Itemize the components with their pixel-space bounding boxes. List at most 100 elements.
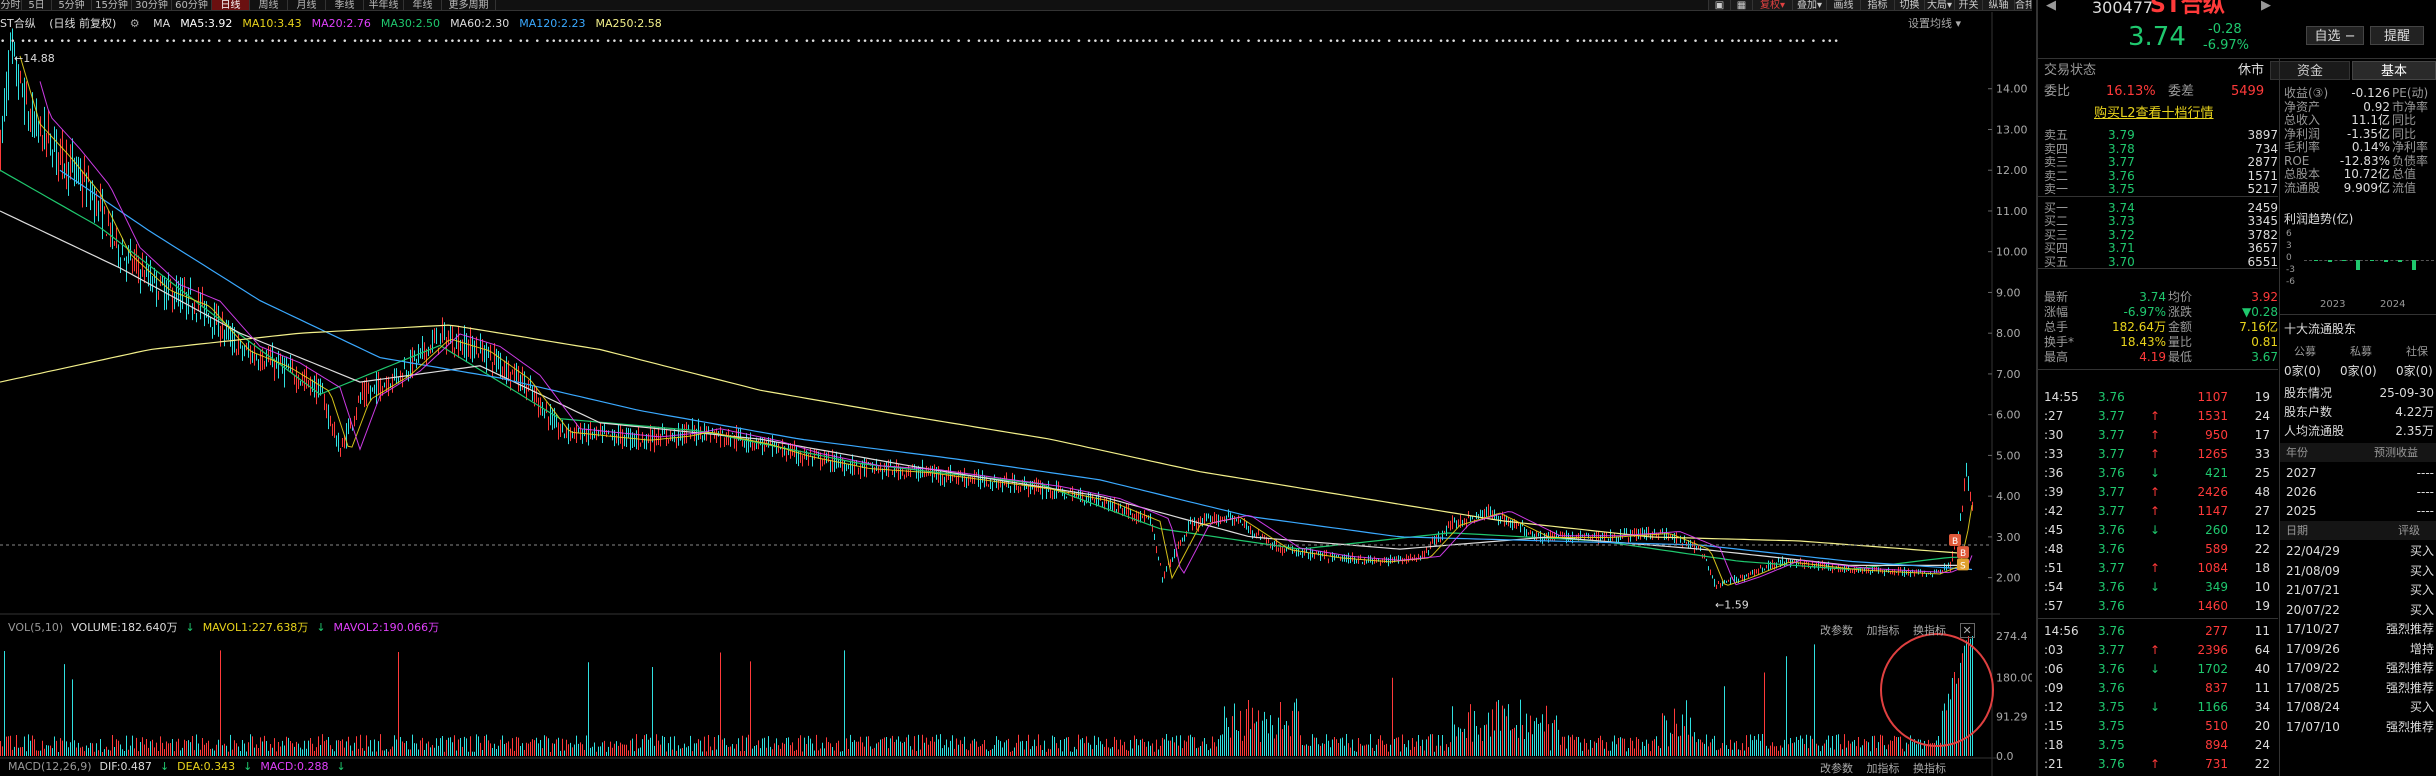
stat-label: 总手 <box>2044 320 2069 334</box>
layout-icon[interactable]: ▣ <box>1708 0 1730 10</box>
vol-add-indicator-button[interactable]: 加指标 <box>1866 624 1900 637</box>
tick-count: 22 <box>2254 757 2270 771</box>
legend-item: ↓ <box>159 760 170 773</box>
volume-legend: VOL(5,10) VOLUME:182.640万 ↓ MAVOL1:227.638万… <box>8 621 447 635</box>
next-stock-arrow-icon[interactable]: ▶ <box>2261 0 2271 13</box>
tab-period-9[interactable]: 季线 <box>326 0 364 10</box>
fund-sub: 市净率 <box>2392 99 2429 114</box>
tick-price: 3.77 <box>2098 447 2125 461</box>
ask-volume: 3897 <box>2247 128 2278 142</box>
tab-period-7[interactable]: 周线 <box>250 0 288 10</box>
tick-price: 3.76 <box>2098 757 2125 771</box>
toolbar-button-8[interactable]: 合排 <box>2014 0 2032 10</box>
buy-l2-link[interactable]: 购买L2查看十档行情 <box>2094 106 2214 121</box>
legend-item: MAVOL2:190.066万 <box>333 621 440 634</box>
prev-stock-arrow-icon[interactable]: ◀ <box>2046 0 2056 13</box>
toolbar-button-3[interactable]: 指标 <box>1860 0 1894 10</box>
toolbar-button-6[interactable]: 开关 <box>1954 0 1982 10</box>
buy-marker <box>1957 546 1969 559</box>
forecast-year: 2026 <box>2286 485 2317 499</box>
toolbar-button-0[interactable]: 复权▾ <box>1752 0 1792 10</box>
rating-date: 20/07/22 <box>2286 602 2340 617</box>
fund-label: ROE <box>2284 153 2310 168</box>
bid-volume: 3782 <box>2247 227 2278 242</box>
tab-period-3[interactable]: 15分钟 <box>92 0 132 10</box>
grid-icon[interactable]: ▦ <box>1730 0 1752 10</box>
tick-time: :06 <box>2044 662 2064 676</box>
event-marker-row: • • ••• •• •• •• • •••• • ••• •• ••••• •… <box>0 37 1840 47</box>
macd-switch-indicator-button[interactable]: 换指标 <box>1913 762 1946 775</box>
tab-period-8[interactable]: 月线 <box>288 0 326 10</box>
tick-count: 20 <box>2254 719 2270 733</box>
legend-item: ↓ <box>336 760 346 773</box>
toolbar-button-4[interactable]: 切换 <box>1894 0 1924 10</box>
tick-arrow-icon: ↑ <box>2150 504 2161 518</box>
tab-period-5[interactable]: 60分钟 <box>172 0 212 10</box>
toolbar-button-1[interactable]: 叠加▾ <box>1792 0 1826 10</box>
stat-value: 182.64万 <box>2112 320 2166 334</box>
holders-row-value: 25-09-30 <box>2379 386 2434 400</box>
rating-date: 17/09/26 <box>2286 641 2340 656</box>
macd-modify-params-button[interactable]: 改参数 <box>1820 762 1853 775</box>
volume-tick-label: 91.29 <box>1996 710 2028 723</box>
ask-volume: 2877 <box>2247 155 2278 169</box>
vol-modify-params-button[interactable]: 改参数 <box>1820 624 1853 637</box>
close-icon[interactable]: ✕ <box>1959 623 1975 638</box>
tab-period-2[interactable]: 5分钟 <box>52 0 92 10</box>
toolbar-button-5[interactable]: 大局▾ <box>1924 0 1954 10</box>
tab-period-10[interactable]: 半年线 <box>364 0 404 10</box>
tab-period-1[interactable]: 5日 <box>22 0 52 10</box>
ask-price: 3.79 <box>2108 128 2135 142</box>
tab-fund[interactable]: 资金 <box>2270 61 2350 80</box>
tick-volume: 950 <box>2205 428 2228 442</box>
settings-gear-icon[interactable]: ⚙ <box>129 17 140 30</box>
kline-chart[interactable]: 14.00 13.00 12.00 11.00 10.00 9.00 8.00 7.00 6.0… <box>0 0 2032 776</box>
stat-label: 量比 <box>2168 335 2193 349</box>
bid-volume: 3345 <box>2247 214 2278 228</box>
tick-time: :36 <box>2044 466 2064 480</box>
fund-label: 收益(③) <box>2284 86 2329 100</box>
bid-label: 买一 <box>2044 200 2069 215</box>
vol-switch-indicator-button[interactable]: 换指标 <box>1913 624 1946 637</box>
tick-volume: 277 <box>2205 624 2228 638</box>
ma-line-ma30 <box>0 169 1968 570</box>
tick-arrow-icon: ↑ <box>2150 485 2161 499</box>
stat-label: 涨跌 <box>2168 305 2193 319</box>
tick-volume: 731 <box>2205 757 2228 771</box>
stat-value: 4.19 <box>2139 350 2166 364</box>
tab-period-0[interactable]: 分时 <box>0 0 22 11</box>
tab-period-12[interactable]: 更多周期 <box>442 0 496 10</box>
add-watchlist-button[interactable]: 自选 − <box>2306 26 2364 45</box>
fund-value: 9.909亿 <box>2343 180 2390 195</box>
profit-axis-label: 6 <box>2286 229 2292 239</box>
tab-period-4[interactable]: 30分钟 <box>132 0 172 10</box>
tick-time: :30 <box>2044 428 2064 442</box>
fund-sub: PE(动) <box>2392 86 2429 100</box>
tick-count: 22 <box>2254 542 2270 556</box>
tick-volume: 2426 <box>2197 485 2228 499</box>
profit-bar <box>2412 260 2416 271</box>
price-change-pct: -6.97% <box>2203 38 2249 53</box>
alert-button[interactable]: 提醒 <box>2370 26 2424 45</box>
tick-arrow-icon: ↓ <box>2150 662 2161 676</box>
tab-basic[interactable]: 基本 <box>2352 61 2436 80</box>
tab-period-6[interactable]: 日线 <box>212 0 250 10</box>
macd-add-indicator-button[interactable]: 加指标 <box>1866 762 1900 775</box>
ma-settings-link[interactable]: 设置均线 ▾ <box>1908 17 1962 30</box>
ma-legend-item: MA30:2.50 <box>380 17 441 30</box>
toolbar-button-2[interactable]: 画线 <box>1826 0 1860 10</box>
profit-axis-label: -6 <box>2286 277 2295 287</box>
holders-val: 0家(0) <box>2340 364 2377 378</box>
tick-price: 3.77 <box>2098 428 2125 442</box>
tick-time: :18 <box>2044 738 2064 752</box>
toolbar-button-7[interactable]: 纵轴 <box>1982 0 2014 10</box>
volume-panel-buttons: 改参数 加指标 换指标 ✕ <box>1810 622 1975 638</box>
tick-volume: 510 <box>2205 719 2228 733</box>
stock-code: 300477 <box>2092 0 2154 17</box>
tab-period-11[interactable]: 年线 <box>404 0 442 10</box>
tick-volume: 2396 <box>2197 643 2228 657</box>
stat-value: 0.81 <box>2251 335 2278 349</box>
tick-arrow-icon: ↑ <box>2150 447 2161 461</box>
holders-head: 社保 <box>2406 345 2428 358</box>
bid-label: 买二 <box>2044 214 2069 228</box>
